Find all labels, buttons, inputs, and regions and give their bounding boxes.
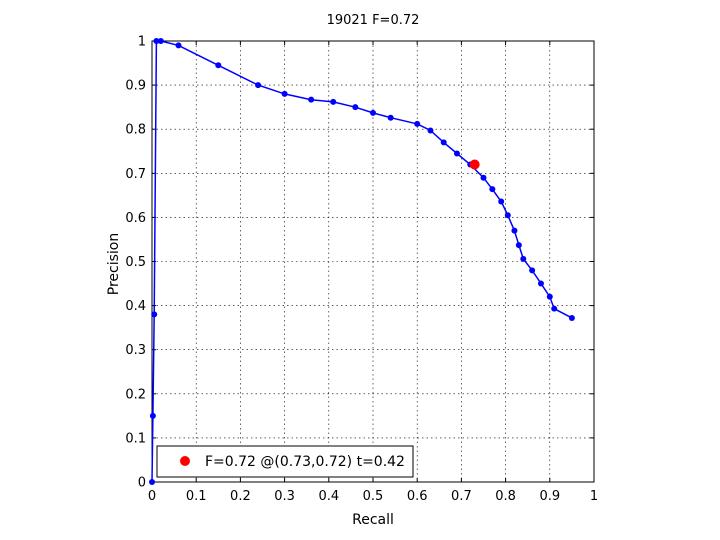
x-tick-label: 0.3: [274, 489, 295, 504]
data-point: [546, 293, 553, 300]
data-point: [308, 96, 315, 103]
x-tick-label: 0.8: [495, 489, 516, 504]
data-point: [151, 311, 158, 318]
data-point: [427, 127, 434, 134]
data-point: [498, 198, 505, 205]
y-axis-label: Precision: [106, 233, 122, 295]
data-point: [529, 267, 536, 274]
data-point: [387, 114, 394, 121]
data-point: [352, 104, 359, 111]
y-tick-label: 0.1: [125, 431, 146, 446]
data-point: [330, 98, 337, 105]
x-tick-labels: 0 0.1 0.2 0.3 0.4 0.5 0.6 0.7 0.8 0.9 1: [148, 489, 598, 504]
data-point: [515, 242, 522, 249]
data-point: [175, 42, 182, 49]
data-point: [520, 255, 527, 262]
data-point: [153, 38, 160, 44]
data-point: [370, 109, 376, 116]
legend-label: F=0.72 @(0.73,0.72) t=0.42: [205, 454, 405, 470]
y-tick-label: 0.2: [125, 387, 146, 402]
x-tick-label: 0.9: [539, 489, 560, 504]
data-point: [215, 62, 222, 69]
legend: F=0.72 @(0.73,0.72) t=0.42: [156, 445, 414, 478]
data-point: [511, 227, 518, 234]
best-f-point: [469, 159, 480, 170]
data-point: [489, 186, 496, 193]
y-tick-label: 0.6: [125, 211, 146, 226]
x-tick-label: 0.2: [230, 489, 251, 504]
data-point: [414, 120, 421, 127]
legend-marker: [180, 456, 190, 466]
data-point: [440, 139, 447, 146]
data-point: [568, 314, 575, 321]
y-tick-label: 0: [138, 476, 146, 491]
x-tick-label: 0.7: [451, 489, 472, 504]
x-tick-label: 0: [148, 489, 156, 504]
y-tick-label: 0.5: [125, 255, 146, 270]
data-point: [281, 90, 288, 97]
y-tick-label: 0.9: [125, 79, 146, 94]
data-point: [149, 412, 156, 419]
legend-box: [156, 445, 414, 478]
x-tick-label: 0.6: [407, 489, 428, 504]
x-tick-label: 0.4: [318, 489, 339, 504]
series-points: [149, 38, 575, 485]
y-tick-label: 0.3: [125, 343, 146, 358]
y-tick-label: 0.8: [125, 123, 146, 138]
y-tick-label: 0.4: [125, 299, 146, 314]
data-point: [255, 82, 262, 89]
x-tick-label: 0.1: [186, 489, 207, 504]
data-point: [537, 280, 544, 287]
y-tick-labels: 0 0.1 0.2 0.3 0.4 0.5 0.6 0.7 0.8 0.9 1: [125, 35, 146, 491]
data-point: [480, 174, 487, 181]
data-point: [453, 150, 460, 157]
x-tick-label: 0.5: [363, 489, 384, 504]
chart-title: 19021 F=0.72: [327, 13, 420, 28]
grid: [152, 41, 594, 482]
y-tick-label: 0.7: [125, 167, 146, 182]
y-tick-label: 1: [138, 35, 146, 50]
data-point: [551, 305, 558, 312]
x-axis-label: Recall: [352, 512, 394, 528]
data-point: [157, 38, 164, 44]
data-point: [504, 212, 511, 219]
x-tick-label: 1: [590, 489, 598, 504]
data-point: [149, 479, 155, 485]
